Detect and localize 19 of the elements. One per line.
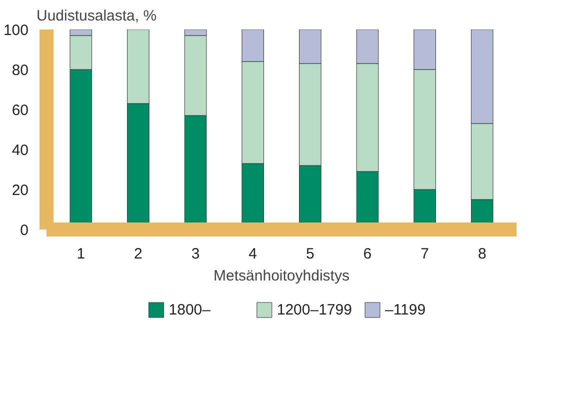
- x-tick-label: 4: [248, 246, 258, 262]
- legend-label: –1199: [384, 302, 426, 318]
- x-axis-title: Metsänhoitoyhdistys: [214, 268, 350, 284]
- y-tick-label: 100: [3, 22, 29, 39]
- y-tick-label: 20: [12, 182, 29, 199]
- y-axis-title: Uudistusalasta, %: [36, 8, 157, 24]
- x-tick-label: 3: [191, 246, 200, 262]
- legend-label: 1800–: [168, 302, 212, 318]
- x-tick-label: 8: [478, 246, 486, 262]
- x-tick-label: 6: [363, 246, 372, 262]
- y-tick-label: 80: [12, 62, 29, 79]
- legend-label: 1200–1799: [276, 302, 352, 318]
- y-tick-label: 40: [12, 142, 29, 159]
- x-tick-label: 7: [420, 246, 429, 262]
- x-tick-label: 1: [76, 246, 86, 262]
- x-tick-label: 5: [306, 246, 314, 262]
- x-tick-label: 2: [134, 246, 142, 262]
- y-tick-label: 0: [20, 222, 28, 239]
- y-tick-label: 60: [12, 102, 29, 119]
